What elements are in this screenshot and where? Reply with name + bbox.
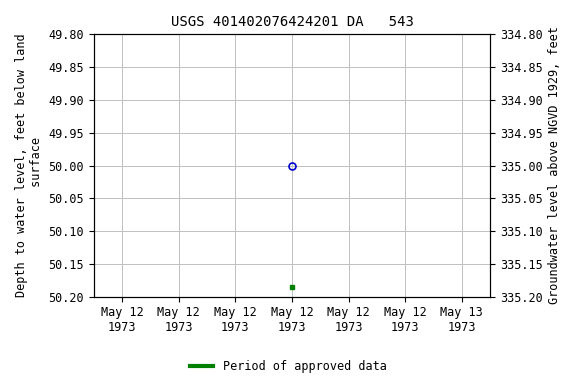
Y-axis label: Groundwater level above NGVD 1929, feet: Groundwater level above NGVD 1929, feet [548, 26, 561, 305]
Y-axis label: Depth to water level, feet below land
 surface: Depth to water level, feet below land su… [15, 34, 43, 297]
Legend: Period of approved data: Period of approved data [185, 356, 391, 378]
Title: USGS 401402076424201 DA   543: USGS 401402076424201 DA 543 [170, 15, 414, 29]
